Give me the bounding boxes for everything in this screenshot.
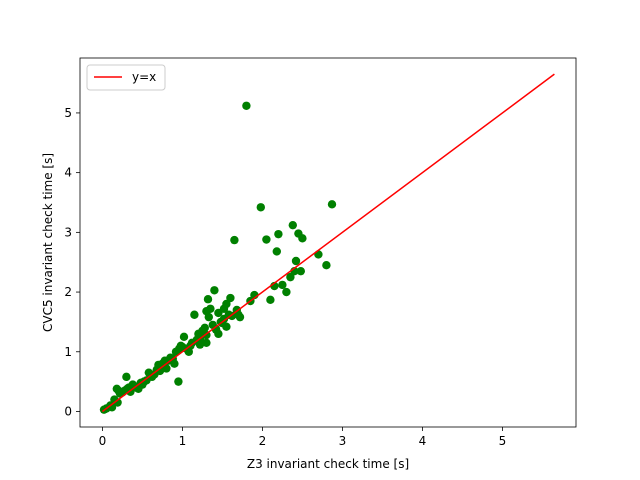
data-point — [266, 295, 275, 305]
data-point — [242, 101, 251, 110]
data-point — [155, 366, 165, 376]
y-tick-label: 1 — [64, 345, 72, 359]
data-point — [113, 398, 122, 407]
data-point — [327, 200, 337, 209]
x-tick-label: 1 — [179, 434, 187, 448]
y-tick-label: 5 — [64, 106, 72, 120]
x-tick-label: 2 — [259, 434, 267, 448]
data-point — [200, 323, 209, 333]
data-point — [202, 338, 211, 348]
y-tick-label: 2 — [64, 285, 72, 299]
data-point — [235, 312, 245, 322]
x-tick-label: 4 — [419, 434, 427, 448]
data-point — [278, 280, 287, 290]
y-tick-label: 4 — [64, 166, 72, 180]
data-point — [214, 329, 223, 339]
scatter-points — [99, 101, 337, 414]
data-point — [256, 203, 265, 212]
data-point — [314, 250, 323, 259]
data-point — [210, 286, 219, 295]
axis-ticks: 0 1 2 3 4 5 0 1 2 3 4 5 — [64, 106, 506, 448]
legend: y=x — [86, 64, 166, 91]
data-point — [203, 295, 213, 304]
data-point — [170, 359, 179, 368]
data-point — [282, 287, 291, 297]
data-point — [190, 310, 199, 319]
data-point — [195, 340, 205, 349]
data-point — [272, 247, 281, 256]
data-point — [286, 272, 295, 282]
legend-label: y=x — [132, 70, 156, 84]
data-point — [230, 235, 239, 245]
reference-line-layer — [101, 73, 555, 413]
reference-line — [101, 73, 555, 413]
data-point — [288, 220, 297, 230]
y-tick-label: 3 — [64, 225, 72, 239]
x-axis-label: Z3 invariant check time [s] — [247, 457, 409, 471]
data-point — [226, 293, 235, 303]
plot-frame — [79, 57, 577, 428]
data-point — [162, 364, 171, 373]
data-point — [291, 256, 301, 266]
data-point — [222, 322, 231, 331]
x-tick-label: 5 — [499, 434, 507, 448]
data-point — [179, 332, 189, 342]
data-point — [202, 306, 211, 316]
y-tick-label: 0 — [64, 404, 72, 418]
legend-box — [86, 64, 166, 91]
data-point — [122, 372, 131, 382]
x-tick-label: 3 — [339, 434, 347, 448]
data-point — [274, 229, 283, 239]
data-point — [262, 235, 271, 244]
x-tick-label: 0 — [99, 434, 107, 448]
data-point — [174, 377, 183, 386]
y-axis-label: CVC5 invariant check time [s] — [41, 153, 55, 332]
data-point — [298, 234, 307, 243]
data-point — [322, 260, 331, 270]
data-point — [296, 266, 305, 276]
data-point — [219, 304, 229, 313]
